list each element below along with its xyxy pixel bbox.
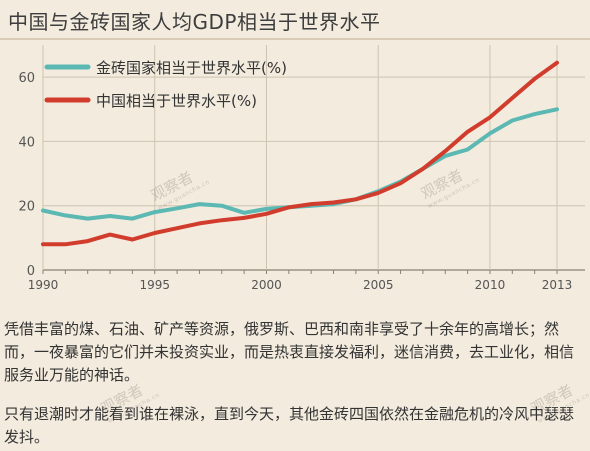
x-tick-label: 1990 — [28, 278, 59, 292]
legend-label: 中国相当于世界水平(%) — [96, 92, 257, 110]
series-line-2 — [41, 60, 559, 247]
title-divider — [0, 38, 590, 40]
grid-lines — [42, 45, 585, 271]
legend-label: 金砖国家相当于世界水平(%) — [96, 59, 287, 77]
x-tick-label: 2013 — [542, 278, 573, 292]
paragraph-2: 只有退潮时才能看到谁在裸泳，直到今天，其他金砖四国依然在金融危机的冷风中瑟瑟发抖… — [4, 405, 575, 446]
line-chart: 0 20 40 60 1990 1995 2000 2005 2010 2013 金砖国家相当于… — [18, 45, 585, 292]
y-axis-ticks: 0 20 40 60 — [18, 71, 35, 279]
y-tick-label: 40 — [18, 135, 35, 150]
chart-title: 中国与金砖国家人均GDP相当于世界水平 — [8, 10, 381, 34]
x-tick-label: 2010 — [475, 278, 506, 292]
x-tick-label: 2000 — [251, 278, 282, 292]
x-tick-label: 1995 — [139, 278, 170, 292]
x-tick-label: 2005 — [363, 278, 394, 292]
legend: 金砖国家相当于世界水平(%) 中国相当于世界水平(%) — [44, 59, 287, 110]
series-lines — [41, 60, 559, 247]
y-tick-label: 20 — [18, 200, 35, 215]
x-axis-ticks: 1990 1995 2000 2005 2010 2013 — [28, 270, 573, 292]
y-tick-label: 60 — [18, 71, 35, 86]
y-tick-label: 0 — [27, 264, 35, 279]
paragraph-1: 凭借丰富的煤、石油、矿产等资源，俄罗斯、巴西和南非享受了十余年的高增长；然而，一… — [4, 320, 575, 384]
